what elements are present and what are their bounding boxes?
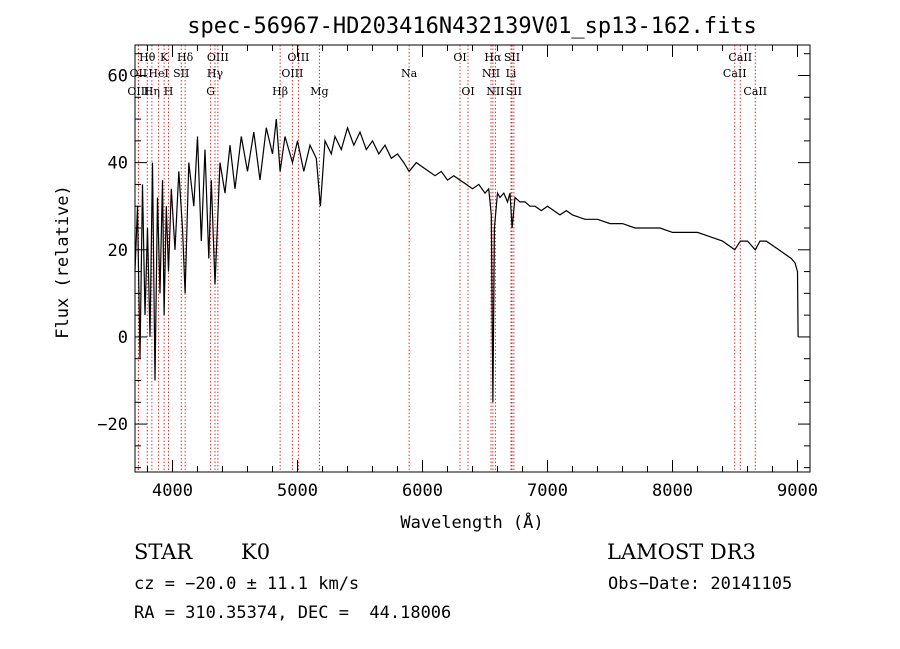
line-label-8: SII xyxy=(173,67,189,80)
tick-labels: 4000 5000 6000 7000 8000 9000 −20 0 20 40 60 xyxy=(97,67,818,502)
line-label-20: Hα xyxy=(484,51,502,64)
y-tick-label: −20 xyxy=(97,415,128,435)
y-tick-label: 20 xyxy=(108,241,128,261)
line-label-24: SII xyxy=(506,85,522,98)
spectral-line-labels: HθOIIOIIIHηHeIKHHδSIIGHγOIIIHβOIIIOIIIMg… xyxy=(127,51,767,98)
line-label-22: Li xyxy=(506,67,517,80)
x-tick-label: 4000 xyxy=(152,481,193,501)
line-label-17: OI xyxy=(453,51,466,64)
line-label-0: Hθ xyxy=(139,51,156,64)
line-label-26: CaII xyxy=(728,51,752,64)
flux-series-line xyxy=(134,119,799,403)
line-label-7: Hδ xyxy=(177,51,194,64)
line-label-11: OIII xyxy=(207,51,229,64)
object-subclass: K0 xyxy=(241,540,271,564)
chart-title: spec-56967-HD203416N432139V01_sp13-162.f… xyxy=(187,14,757,39)
line-label-2: OIII xyxy=(127,85,149,98)
x-tick-label: 7000 xyxy=(527,481,568,501)
line-label-27: CaII xyxy=(743,85,767,98)
line-label-18: OI xyxy=(461,85,474,98)
line-label-15: Mg xyxy=(310,85,328,98)
line-label-16: Na xyxy=(401,67,418,80)
redshift-text: cz = −20.0 ± 11.1 km/s xyxy=(134,574,360,594)
object-class: STAR xyxy=(134,540,193,564)
line-label-1: OII xyxy=(130,67,148,80)
line-label-13: OIII xyxy=(281,67,303,80)
line-label-10: Hγ xyxy=(207,67,224,80)
axis-ticks xyxy=(135,45,810,472)
x-tick-label: 5000 xyxy=(277,481,318,501)
survey-name: LAMOST DR3 xyxy=(607,540,756,564)
y-tick-label: 0 xyxy=(118,328,128,348)
line-label-14: OIII xyxy=(287,51,309,64)
x-tick-label: 6000 xyxy=(402,481,443,501)
x-tick-label: 9000 xyxy=(777,481,818,501)
line-label-12: Hβ xyxy=(272,85,288,98)
y-axis-label: Flux (relative) xyxy=(53,185,73,339)
line-label-21: NII xyxy=(486,85,504,98)
y-tick-label: 60 xyxy=(108,67,128,87)
line-label-4: HeI xyxy=(148,67,168,80)
obs-date: Obs−Date: 20141105 xyxy=(608,574,793,594)
line-label-19: NII xyxy=(482,67,500,80)
line-label-23: SII xyxy=(504,51,520,64)
y-tick-label: 40 xyxy=(108,154,128,174)
coordinates: RA = 310.35374, DEC = 44.18006 xyxy=(134,603,452,623)
x-axis-label: Wavelength (Å) xyxy=(400,511,543,533)
spectral-line-markers xyxy=(137,45,756,472)
line-label-5: K xyxy=(160,51,169,64)
line-label-3: Hη xyxy=(144,85,160,98)
line-label-25: CaII xyxy=(723,67,747,80)
plot-frame xyxy=(134,44,811,473)
line-label-9: G xyxy=(206,85,215,98)
line-label-6: H xyxy=(164,85,174,98)
x-tick-label: 8000 xyxy=(652,481,693,501)
